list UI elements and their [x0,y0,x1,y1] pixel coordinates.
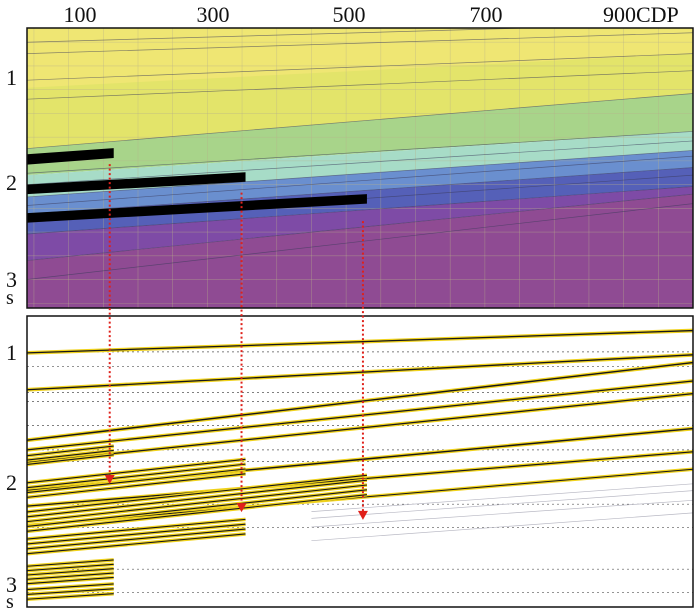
x-tick-label-900: 900 [603,2,636,27]
wedge-reflector [27,528,246,550]
layer-boundary [27,167,693,215]
model-panel-frame [26,27,694,309]
faint-event [311,490,693,519]
wedge-reflector [27,523,246,545]
wedge-bar [27,172,246,195]
y-axis-unit: s [6,287,14,309]
y-tick-label: 1 [6,65,17,90]
wedge-reflector [27,572,114,580]
arrow-head [104,475,115,485]
wedge-reflector [27,445,114,457]
layer-boundary [27,28,539,43]
reflector-event [27,393,693,464]
layer-band [27,186,693,261]
wedge-reflector [27,583,114,591]
wedge-reflector [27,494,367,532]
wedge-bar [27,194,367,223]
layer-boundary [27,155,693,206]
reflector-events [27,328,693,602]
layer-boundary [27,193,693,261]
arrow-head [357,510,368,520]
wedge-reflector [27,454,114,465]
layer-band [27,93,693,176]
wedge-bar [27,148,114,165]
wedge-bars [27,148,367,223]
layer-model-panel: 1 2 3 s [6,27,694,309]
wedge-reflector [27,593,114,600]
layer-boundary [27,203,693,280]
arrow-head [236,503,247,513]
reflector-event [27,380,693,451]
reflector-event [27,354,693,391]
faint-event [311,483,693,512]
layer-boundary [27,131,693,174]
faint-event [311,512,693,542]
x-tick-label: 300 [197,2,230,27]
x-tick-label: 100 [64,2,97,27]
wedge-reflector [27,518,246,540]
wedge-reflector [27,468,246,494]
y-tick-label: 3 [6,267,17,292]
wedge-reflector [27,474,367,513]
wedge-reflector [27,479,367,518]
layer-boundary [27,32,693,54]
layer-boundaries [27,28,693,280]
wedge-reflector [27,588,114,595]
wedge-reflector [27,533,246,555]
x-tick-label: 700 [470,2,503,27]
wedge-reflector [27,458,246,484]
x-tick-label: 900CDP [603,2,679,27]
faint-event [311,499,693,528]
layer-boundary [27,70,693,100]
layer-boundary [27,53,693,81]
wedge-reflector [27,576,114,585]
y-tick-label: 2 [6,470,17,495]
y-tick-label: 3 [6,572,17,597]
wedge-reflector [27,568,114,576]
seismic-section-panel: 1 2 3 s [6,315,694,610]
wedge-reflector [27,563,114,572]
layer-boundary [27,140,693,185]
x-axis-labels: 100 300 500 700 900CDP [64,2,679,27]
reflector-event [27,361,693,441]
wedge-reflector [27,489,367,528]
x-axis-unit: CDP [636,2,679,27]
y-tick-label: 1 [6,340,17,365]
wedge-reflector [27,484,367,523]
y-axis-unit: s [6,591,14,610]
model-gridlines [27,28,693,308]
reflector-event [27,451,693,507]
layer-boundary [27,150,693,198]
layer-band [27,28,693,88]
y-tick-label: 2 [6,170,17,195]
wedge-reflector [27,559,114,567]
reflector-event [27,329,693,354]
wedge-reflector [27,473,246,498]
layer-boundary [27,186,693,235]
wedge-reflector [27,449,114,461]
wedge-pinchout-arrows [104,164,368,520]
x-tick-label: 500 [333,2,366,27]
wedge-reflector [27,463,246,489]
seismic-panel-frame [26,315,694,608]
layer-band [27,150,693,215]
layer-boundary [27,93,693,149]
